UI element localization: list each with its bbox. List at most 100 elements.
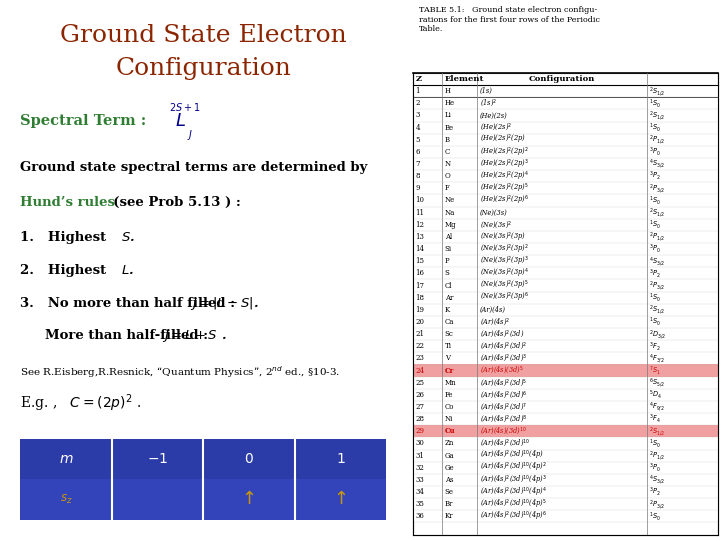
Text: Cl: Cl bbox=[444, 281, 452, 289]
Text: (He)(2s): (He)(2s) bbox=[480, 111, 508, 119]
Text: Ga: Ga bbox=[444, 451, 454, 460]
Text: 2.   Highest: 2. Highest bbox=[20, 264, 111, 276]
Text: Configuration: Configuration bbox=[528, 75, 595, 83]
Bar bbox=[413, 280, 719, 292]
Text: $^2S_{1/2}$: $^2S_{1/2}$ bbox=[649, 425, 665, 438]
Text: $^1S_0$: $^1S_0$ bbox=[649, 194, 661, 207]
Text: Ground state spectral terms are determined by: Ground state spectral terms are determin… bbox=[20, 161, 368, 174]
Text: $^4S_{3/2}$: $^4S_{3/2}$ bbox=[649, 474, 665, 487]
Text: 29: 29 bbox=[415, 427, 425, 435]
Bar bbox=[413, 231, 719, 243]
Bar bbox=[413, 73, 719, 535]
Bar bbox=[413, 377, 719, 389]
Text: $^3P_2$: $^3P_2$ bbox=[649, 267, 661, 280]
Text: (1s)$^{2}$: (1s)$^{2}$ bbox=[480, 97, 497, 109]
Text: Spectral Term :: Spectral Term : bbox=[20, 114, 147, 129]
Text: 22: 22 bbox=[415, 342, 425, 350]
Bar bbox=[413, 510, 719, 523]
Bar bbox=[413, 122, 719, 134]
Text: $^2P_{1/2}$: $^2P_{1/2}$ bbox=[649, 231, 665, 244]
Text: (Ne)(3s)$^{2}$(3p)$^{4}$: (Ne)(3s)$^{2}$(3p)$^{4}$ bbox=[480, 267, 529, 280]
Text: $^4F_{3/2}$: $^4F_{3/2}$ bbox=[649, 352, 665, 365]
Text: Configuration: Configuration bbox=[115, 57, 292, 80]
Bar bbox=[413, 97, 719, 109]
Text: $^4F_{9/2}$: $^4F_{9/2}$ bbox=[649, 401, 665, 414]
Text: Be: Be bbox=[444, 124, 454, 132]
Text: See R.Eisberg,R.Resnick, “Quantum Physics”, 2$^{nd}$ ed., §10-3.: See R.Eisberg,R.Resnick, “Quantum Physic… bbox=[20, 364, 341, 380]
Text: 14: 14 bbox=[415, 245, 425, 253]
Text: (Ar)(4s)$^{2}$(3d)$^{10}$(4p)$^{3}$: (Ar)(4s)$^{2}$(3d)$^{10}$(4p)$^{3}$ bbox=[480, 473, 547, 487]
Text: (He)(2s)$^{2}$(2p)$^{4}$: (He)(2s)$^{2}$(2p)$^{4}$ bbox=[480, 170, 529, 183]
Text: Sc: Sc bbox=[444, 330, 454, 338]
Text: (Ar)(4s)$^{2}$(3d)$^{3}$: (Ar)(4s)$^{2}$(3d)$^{3}$ bbox=[480, 353, 527, 364]
Text: 35: 35 bbox=[415, 500, 425, 508]
Text: $L$: $L$ bbox=[175, 112, 186, 131]
Text: Br: Br bbox=[444, 500, 453, 508]
Text: 2: 2 bbox=[415, 99, 420, 107]
Text: 24: 24 bbox=[415, 367, 425, 375]
Text: (Ar)(4s)$^{2}$(3d)$^{7}$: (Ar)(4s)$^{2}$(3d)$^{7}$ bbox=[480, 401, 527, 413]
Text: Cr: Cr bbox=[444, 367, 454, 375]
Text: Hund’s rules: Hund’s rules bbox=[20, 196, 115, 209]
Text: 9: 9 bbox=[415, 184, 420, 192]
Text: Cu: Cu bbox=[444, 427, 455, 435]
Text: 7: 7 bbox=[415, 160, 420, 168]
Text: $-1$: $-1$ bbox=[147, 452, 168, 466]
Text: $^5D_4$: $^5D_4$ bbox=[649, 389, 662, 401]
Text: $^1S_0$: $^1S_0$ bbox=[649, 292, 661, 304]
Text: $^2D_{3/2}$: $^2D_{3/2}$ bbox=[649, 328, 666, 341]
Text: Ti: Ti bbox=[444, 342, 451, 350]
Bar bbox=[413, 267, 719, 280]
Bar bbox=[413, 219, 719, 231]
Bar bbox=[112, 438, 203, 479]
Text: V: V bbox=[444, 354, 449, 362]
Text: ↑: ↑ bbox=[333, 490, 348, 508]
Text: Z: Z bbox=[415, 75, 422, 83]
Bar bbox=[413, 146, 719, 158]
Text: 13: 13 bbox=[415, 233, 425, 241]
Bar bbox=[413, 340, 719, 352]
Bar bbox=[413, 437, 719, 449]
Bar bbox=[413, 170, 719, 183]
Bar bbox=[413, 85, 719, 97]
Text: 36: 36 bbox=[415, 512, 425, 521]
Bar bbox=[413, 389, 719, 401]
Text: 28: 28 bbox=[415, 415, 425, 423]
Text: $0$: $0$ bbox=[244, 452, 254, 466]
Bar bbox=[20, 479, 112, 519]
Text: $S$.: $S$. bbox=[121, 231, 135, 244]
Text: Mn: Mn bbox=[444, 379, 456, 387]
Text: $^2S_{1/2}$: $^2S_{1/2}$ bbox=[649, 303, 665, 316]
Text: Fe: Fe bbox=[444, 391, 453, 399]
Text: $^4S_{3/2}$: $^4S_{3/2}$ bbox=[649, 255, 665, 268]
Bar bbox=[413, 364, 719, 377]
Text: (Ar)(4s)$^{2}$(3d)$^{10}$(4p): (Ar)(4s)$^{2}$(3d)$^{10}$(4p) bbox=[480, 449, 544, 462]
Text: Kr: Kr bbox=[444, 512, 453, 521]
Bar bbox=[413, 498, 719, 510]
Text: Al: Al bbox=[444, 233, 451, 241]
Bar bbox=[20, 438, 112, 479]
Text: 5: 5 bbox=[415, 136, 420, 144]
Text: N: N bbox=[444, 160, 451, 168]
Text: (He)(2s)$^{2}$(2p)$^{6}$: (He)(2s)$^{2}$(2p)$^{6}$ bbox=[480, 194, 529, 207]
Text: $^3P_0$: $^3P_0$ bbox=[649, 146, 661, 158]
Text: 3: 3 bbox=[415, 111, 420, 119]
Text: $^1S_0$: $^1S_0$ bbox=[649, 510, 661, 523]
Text: (Ar)(4s)$^{2}$(3d)$^{10}$(4p)$^{5}$: (Ar)(4s)$^{2}$(3d)$^{10}$(4p)$^{5}$ bbox=[480, 497, 546, 511]
Text: (Ar)(4s)$^{2}$(3d)$^{10}$: (Ar)(4s)$^{2}$(3d)$^{10}$ bbox=[480, 437, 530, 449]
Text: $^3F_4$: $^3F_4$ bbox=[649, 413, 661, 426]
Text: (He)(2s)$^{2}$(2p)$^{5}$: (He)(2s)$^{2}$(2p)$^{5}$ bbox=[480, 181, 528, 195]
Text: Ni: Ni bbox=[444, 415, 453, 423]
Bar bbox=[112, 479, 203, 519]
Text: C: C bbox=[444, 148, 450, 156]
Bar bbox=[413, 316, 719, 328]
Text: $^3P_2$: $^3P_2$ bbox=[649, 486, 661, 498]
Text: (Ne)(3s)$^{2}$: (Ne)(3s)$^{2}$ bbox=[480, 219, 512, 231]
Text: Element: Element bbox=[444, 75, 484, 83]
Text: (Ne)(3s)$^{2}$(3p)$^{5}$: (Ne)(3s)$^{2}$(3p)$^{5}$ bbox=[480, 279, 528, 292]
Text: 20: 20 bbox=[415, 318, 425, 326]
Bar bbox=[413, 158, 719, 170]
Text: $^3P_0$: $^3P_0$ bbox=[649, 243, 661, 255]
Text: $s_z$: $s_z$ bbox=[60, 493, 73, 506]
Bar bbox=[295, 438, 387, 479]
